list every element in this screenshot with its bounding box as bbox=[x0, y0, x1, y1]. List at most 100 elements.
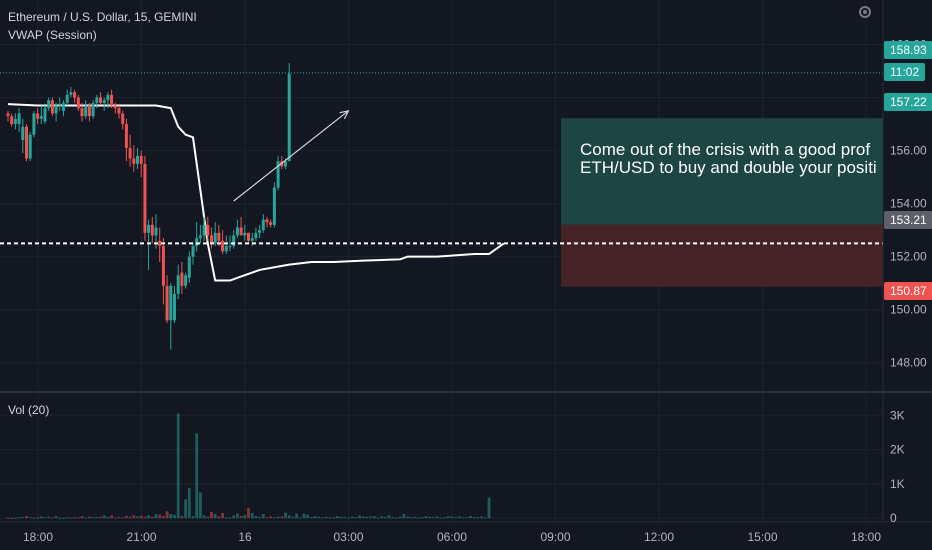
volume-bar bbox=[195, 433, 199, 519]
candle bbox=[25, 124, 28, 162]
volume-bar bbox=[321, 517, 324, 519]
candle bbox=[261, 214, 265, 233]
volume-bar bbox=[91, 517, 95, 519]
candle bbox=[6, 110, 10, 122]
volume-bar bbox=[10, 517, 14, 519]
candle-body bbox=[13, 118, 17, 125]
candle-body bbox=[91, 102, 95, 117]
candle bbox=[198, 224, 202, 244]
candle bbox=[62, 100, 65, 117]
volume-bar bbox=[165, 511, 169, 519]
volume-bar bbox=[461, 517, 465, 519]
candle bbox=[161, 238, 165, 305]
volume-bar bbox=[128, 516, 132, 519]
volume-bar bbox=[28, 517, 32, 519]
candle bbox=[213, 222, 217, 247]
candle-body bbox=[206, 224, 210, 236]
volume-bar bbox=[102, 515, 106, 519]
candle bbox=[258, 224, 262, 239]
volume-bar bbox=[25, 516, 28, 519]
candle bbox=[21, 118, 25, 154]
volume-bar bbox=[291, 516, 295, 519]
vwap-indicator-label[interactable]: VWAP (Session) bbox=[8, 28, 97, 42]
volume-bar bbox=[465, 517, 469, 519]
candle bbox=[136, 147, 139, 170]
volume-bar bbox=[6, 517, 10, 519]
volume-bar bbox=[139, 515, 143, 519]
entry-price-badge: 153.21 bbox=[884, 211, 932, 229]
volume-bar bbox=[54, 516, 58, 519]
volume-tick-label: 2K bbox=[890, 443, 905, 457]
volume-indicator-label[interactable]: Vol (20) bbox=[8, 403, 50, 417]
volume-bar bbox=[154, 514, 158, 519]
candle bbox=[32, 110, 36, 138]
target-price-badge: 157.22 bbox=[884, 93, 932, 111]
candle bbox=[187, 251, 191, 284]
volume-bar bbox=[62, 517, 65, 519]
candle bbox=[87, 102, 91, 122]
candle-body bbox=[221, 240, 225, 252]
volume-bar bbox=[217, 516, 221, 519]
trade-idea-text: Come out of the crisis with a good prof … bbox=[580, 141, 882, 177]
volume-bar bbox=[210, 511, 213, 519]
volume-bar bbox=[180, 516, 184, 519]
candle-body bbox=[161, 246, 165, 286]
candle-body bbox=[143, 163, 147, 233]
candle bbox=[117, 105, 121, 119]
volume-bar bbox=[125, 515, 128, 519]
candle bbox=[195, 222, 199, 252]
candle bbox=[247, 232, 250, 244]
volume-bar bbox=[121, 517, 125, 519]
volume-bar bbox=[347, 517, 350, 519]
volume-bar bbox=[424, 516, 428, 519]
volume-bar bbox=[406, 516, 409, 519]
volume-bar bbox=[36, 517, 39, 519]
volume-bar bbox=[143, 516, 147, 519]
candle bbox=[150, 216, 154, 244]
volume-bar bbox=[147, 515, 150, 519]
candle bbox=[165, 275, 169, 323]
candle-body bbox=[287, 73, 291, 162]
volume-bar bbox=[365, 516, 369, 519]
trade-idea-line-2: ETH/USD to buy and double your positi bbox=[580, 158, 877, 177]
volume-bar bbox=[236, 513, 239, 519]
volume-bar bbox=[106, 516, 110, 519]
volume-tick-label: 1K bbox=[890, 477, 905, 491]
volume-bar bbox=[387, 515, 391, 519]
volume-bar bbox=[158, 514, 162, 519]
candle-body bbox=[28, 134, 32, 159]
price-tick-label: 150.00 bbox=[890, 303, 927, 317]
volume-bar bbox=[361, 516, 365, 519]
volume-bar bbox=[284, 512, 287, 519]
candle-body bbox=[17, 113, 21, 125]
candle bbox=[239, 216, 243, 236]
volume-tick-label: 3K bbox=[890, 408, 905, 422]
trade-idea-line-1: Come out of the crisis with a good prof bbox=[580, 141, 871, 159]
volume-bar bbox=[450, 516, 454, 519]
candle-body bbox=[99, 97, 102, 103]
last-price-badge: 158.93 bbox=[884, 41, 932, 59]
time-tick-label: 12:00 bbox=[644, 530, 674, 544]
candle-body bbox=[184, 275, 188, 286]
volume-bar bbox=[313, 516, 317, 519]
candle-body bbox=[276, 161, 280, 188]
time-tick-label: 15:00 bbox=[747, 530, 777, 544]
candle bbox=[106, 92, 110, 109]
volume-bar bbox=[73, 517, 76, 519]
candle bbox=[102, 97, 106, 111]
candle bbox=[50, 97, 54, 117]
candle bbox=[232, 230, 236, 249]
volume-bar bbox=[369, 516, 372, 519]
candle bbox=[13, 113, 17, 130]
gear-icon[interactable] bbox=[857, 4, 873, 20]
candle-body bbox=[58, 105, 62, 107]
candle-body bbox=[117, 108, 121, 114]
volume-bar bbox=[298, 517, 302, 519]
volume-bar bbox=[95, 517, 99, 519]
candle bbox=[210, 227, 213, 249]
symbol-title[interactable]: Ethereum / U.S. Dollar, 15, GEMINI bbox=[8, 10, 197, 24]
candle-body bbox=[272, 187, 276, 225]
candle-body bbox=[173, 293, 176, 321]
volume-bar bbox=[354, 517, 358, 519]
